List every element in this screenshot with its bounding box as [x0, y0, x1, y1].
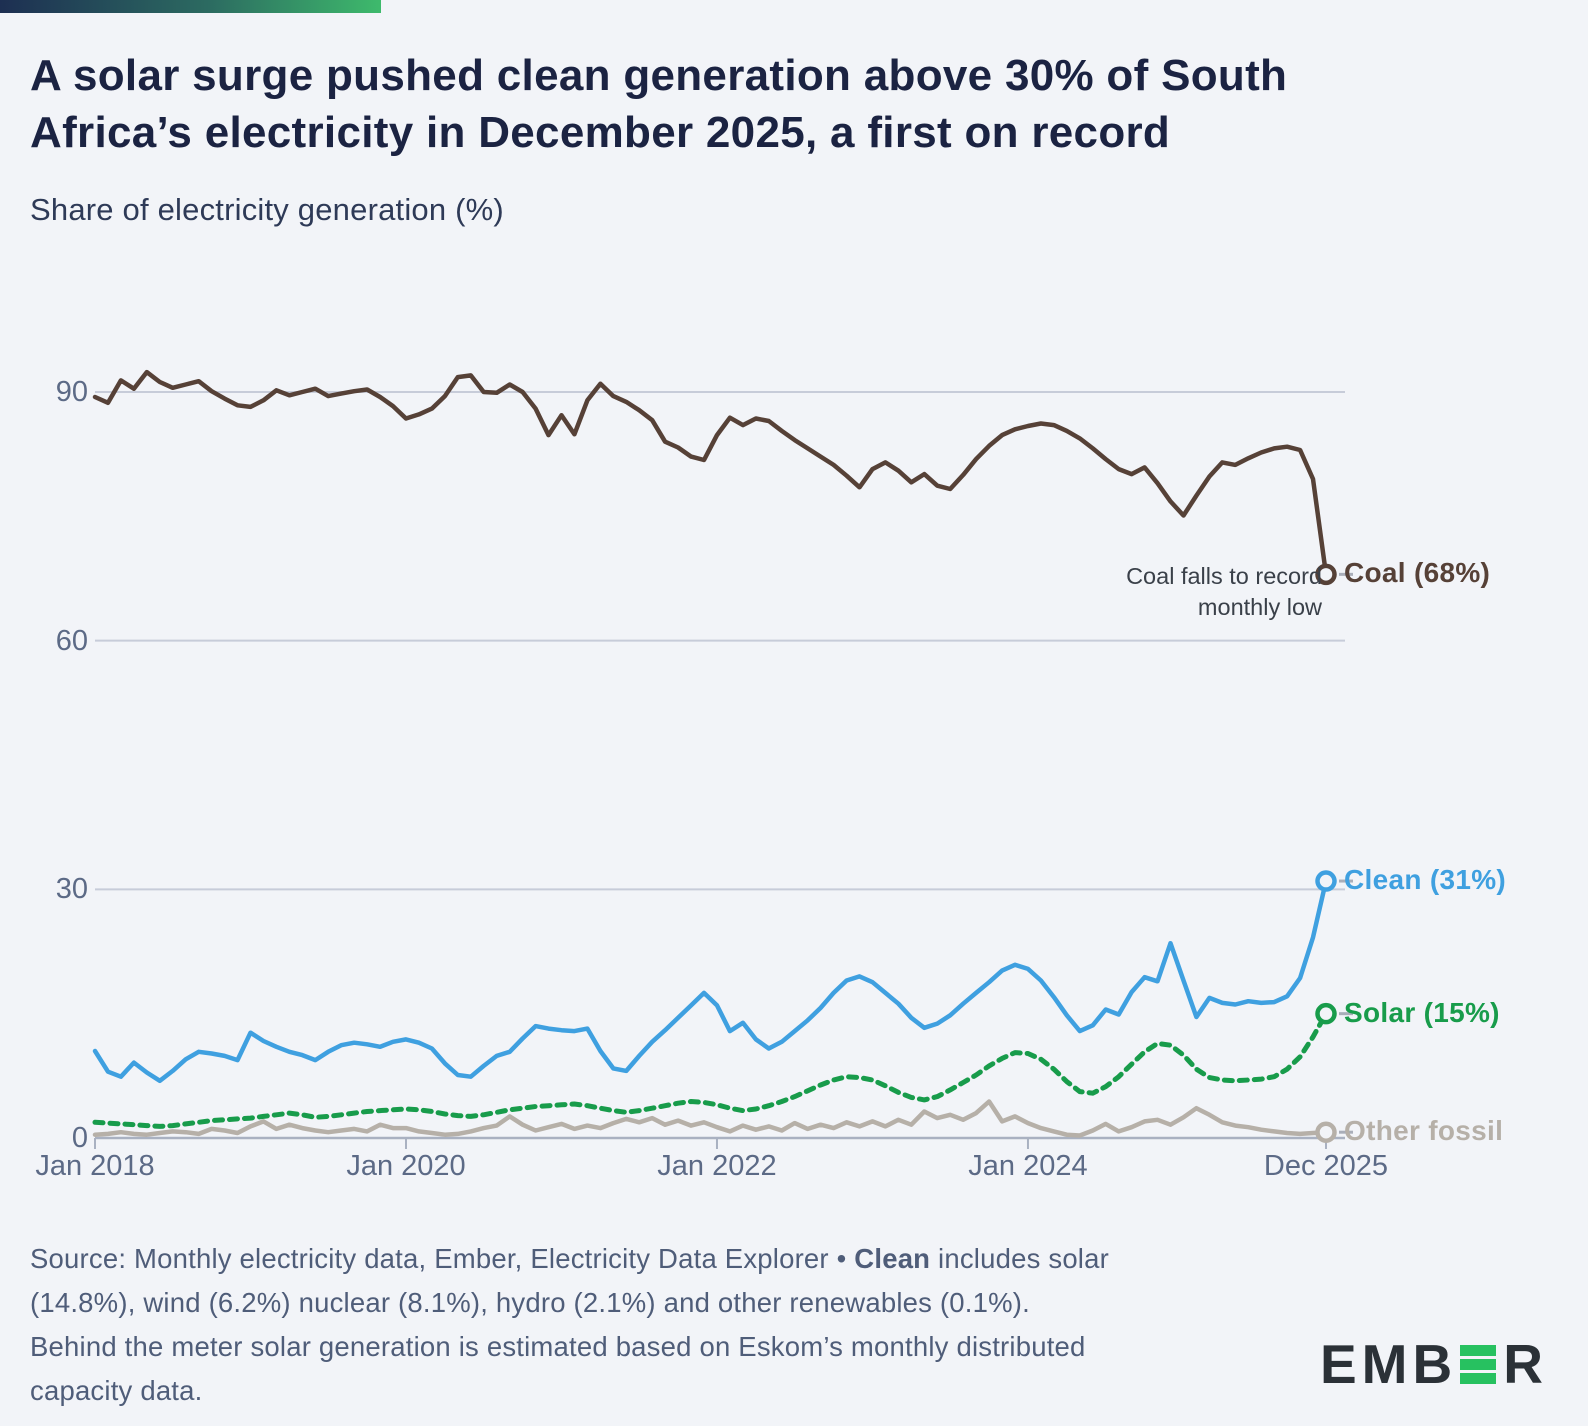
y-axis-label-30: 30	[55, 873, 88, 906]
series-label-solar: Solar (15%)	[1344, 996, 1500, 1028]
end-marker-solar	[1315, 1002, 1337, 1025]
end-marker-clean	[1315, 870, 1337, 892]
source-note-text: Source: Monthly electricity data, Ember,…	[30, 1243, 855, 1274]
x-axis-label-dec-2025: Dec 2025	[1263, 1150, 1389, 1182]
chart-annotation: Coal falls to record monthly low	[966, 561, 1322, 623]
source-note-line-4: capacity data.	[30, 1369, 1300, 1413]
source-note-text: includes solar	[930, 1243, 1109, 1274]
end-marker-other-fossil	[1315, 1121, 1337, 1143]
source-note-line-2: (14.8%), wind (6.2%) nuclear (8.1%), hyd…	[30, 1281, 1300, 1325]
x-axis-label-jan-2020: Jan 2020	[346, 1150, 466, 1182]
y-axis-label-0: 0	[71, 1122, 88, 1154]
end-marker-coal	[1315, 563, 1337, 586]
source-note: Source: Monthly electricity data, Ember,…	[30, 1237, 1300, 1413]
ember-logo: EMB R	[1320, 1333, 1548, 1395]
source-note-line-1: Source: Monthly electricity data, Ember,…	[30, 1237, 1300, 1281]
page-title-line1: A solar surge pushed clean generation ab…	[30, 51, 1288, 100]
series-line-other-fossil	[92, 1099, 1329, 1138]
series-label-clean: Clean (31%)	[1344, 864, 1507, 896]
chart-annotation-line1: Coal falls to record	[1126, 563, 1322, 589]
y-axis-label-60: 60	[55, 624, 88, 657]
x-axis-label-jan-2018: Jan 2018	[35, 1150, 155, 1182]
series-line-solar	[92, 1011, 1329, 1129]
source-note-bold-term: Clean	[854, 1243, 931, 1274]
series-label-coal: Coal (68%)	[1344, 557, 1491, 589]
ember-logo-e-bars-icon	[1460, 1344, 1497, 1384]
page-title-line2: Africa’s electricity in December 2025, a…	[30, 108, 1171, 157]
brand-accent-bar	[0, 0, 381, 13]
series-line-coal	[92, 369, 1329, 577]
source-note-text: capacity data.	[30, 1375, 203, 1406]
ember-logo-text-prefix: EMB	[1320, 1333, 1458, 1395]
series-label-other-fossil: Other fossil	[1344, 1115, 1504, 1147]
page-title: A solar surge pushed clean generation ab…	[30, 47, 1550, 161]
source-note-line-3: Behind the meter solar generation is est…	[30, 1325, 1300, 1369]
source-note-text: (14.8%), wind (6.2%) nuclear (8.1%), hyd…	[30, 1287, 1030, 1318]
ember-logo-text-suffix: R	[1503, 1333, 1548, 1395]
series-line-clean	[92, 878, 1329, 1084]
x-axis-label-jan-2022: Jan 2022	[657, 1150, 777, 1182]
source-note-text: Behind the meter solar generation is est…	[30, 1331, 1086, 1362]
chart-subtitle: Share of electricity generation (%)	[30, 192, 504, 227]
chart-annotation-line2: monthly low	[1197, 594, 1322, 620]
y-axis-label-90: 90	[55, 375, 88, 408]
x-axis-label-jan-2024: Jan 2024	[968, 1150, 1088, 1182]
